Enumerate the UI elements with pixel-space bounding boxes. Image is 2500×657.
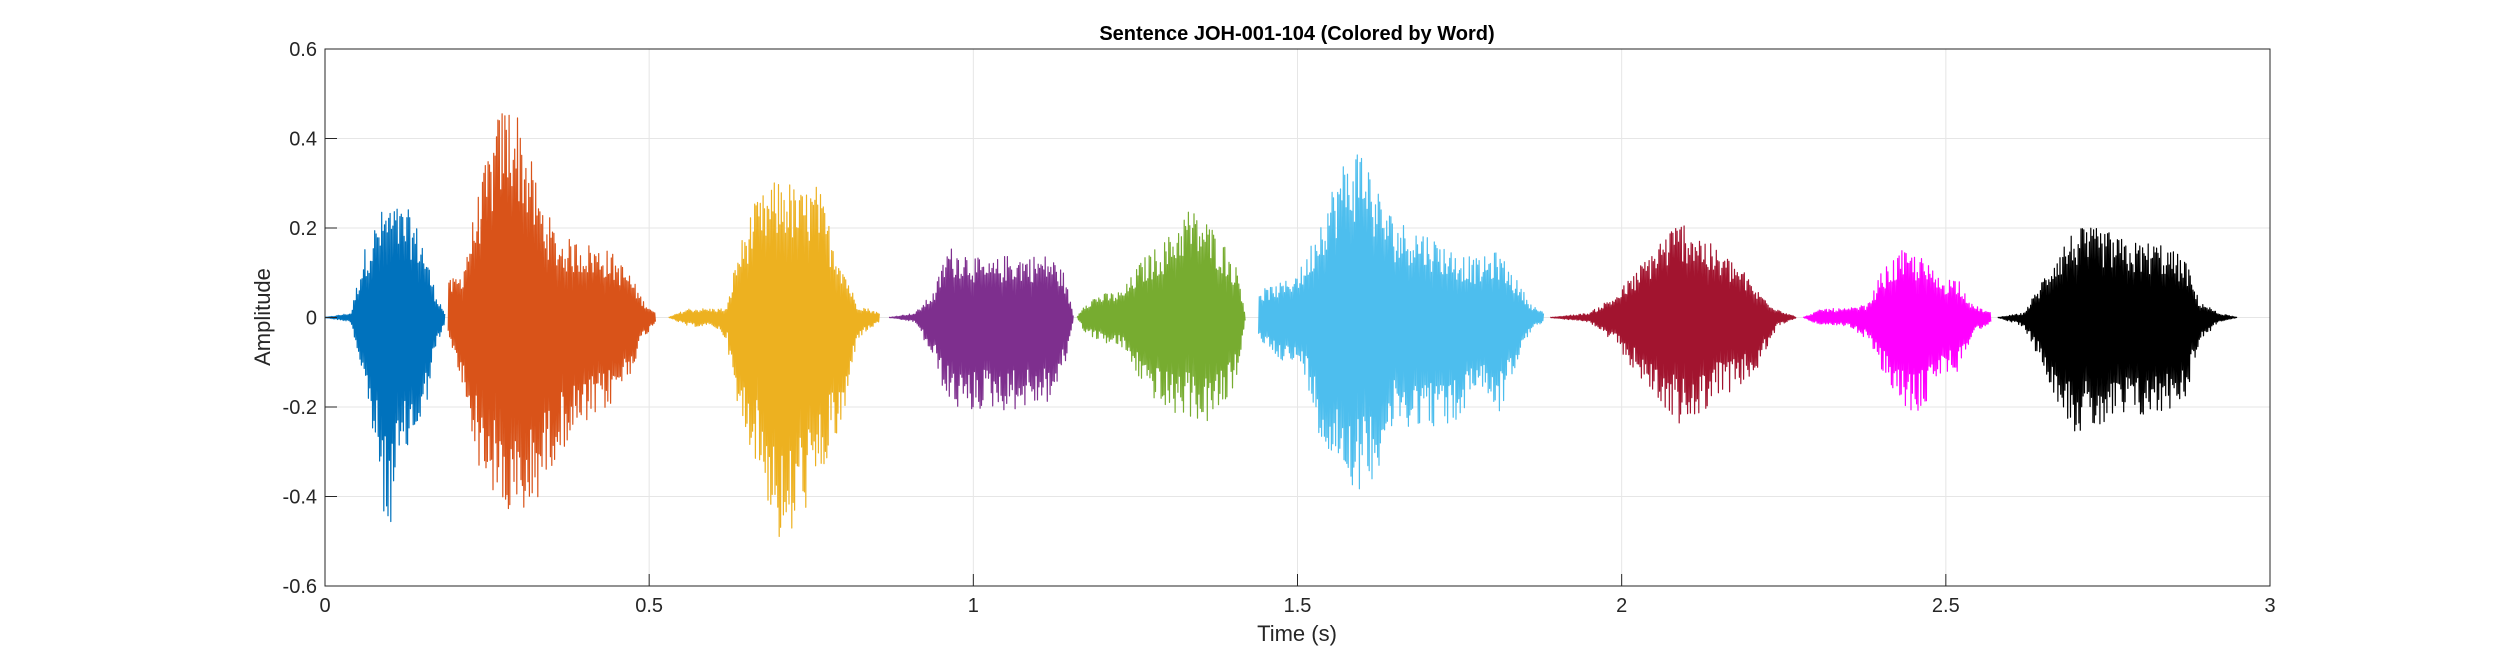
x-axis-label: Time (s) [1257, 621, 1337, 646]
x-tick-label: 1 [968, 595, 979, 617]
chart-title: Sentence JOH-001-104 (Colored by Word) [1099, 23, 1494, 45]
word-waveform-8 [1802, 250, 1992, 411]
word-waveform-4 [888, 248, 1074, 411]
x-tick-label: 2 [1616, 595, 1627, 617]
word-waveform-9 [1997, 227, 2238, 432]
y-tick-label: 0.6 [289, 39, 317, 61]
word-waveform-1 [324, 208, 446, 523]
x-tick-label: 3 [2264, 595, 2275, 617]
waveform-series [324, 113, 2238, 537]
word-waveform-2 [447, 113, 656, 510]
y-tick-label: 0 [306, 308, 317, 330]
y-tick-label: 0.2 [289, 218, 317, 240]
x-tick-label: 0.5 [635, 595, 663, 617]
word-waveform-3 [668, 182, 880, 537]
y-axis-label: Amplitude [250, 268, 275, 366]
y-axis-ticks: 0.6 0.4 0.2 0 -0.2 -0.4 -0.6 [283, 39, 337, 598]
word-waveform-5 [1076, 211, 1246, 422]
x-tick-label: 1.5 [1284, 595, 1312, 617]
x-tick-label: 0 [319, 595, 330, 617]
x-axis-ticks: 0 0.5 1 1.5 2 2.5 3 [319, 574, 2276, 617]
y-tick-label: -0.4 [283, 487, 317, 509]
x-tick-label: 2.5 [1932, 595, 1960, 617]
y-tick-label: -0.6 [283, 576, 317, 598]
word-waveform-7 [1550, 225, 1797, 424]
y-tick-label: 0.4 [289, 129, 317, 151]
word-waveform-6 [1258, 154, 1545, 490]
y-tick-label: -0.2 [283, 397, 317, 419]
